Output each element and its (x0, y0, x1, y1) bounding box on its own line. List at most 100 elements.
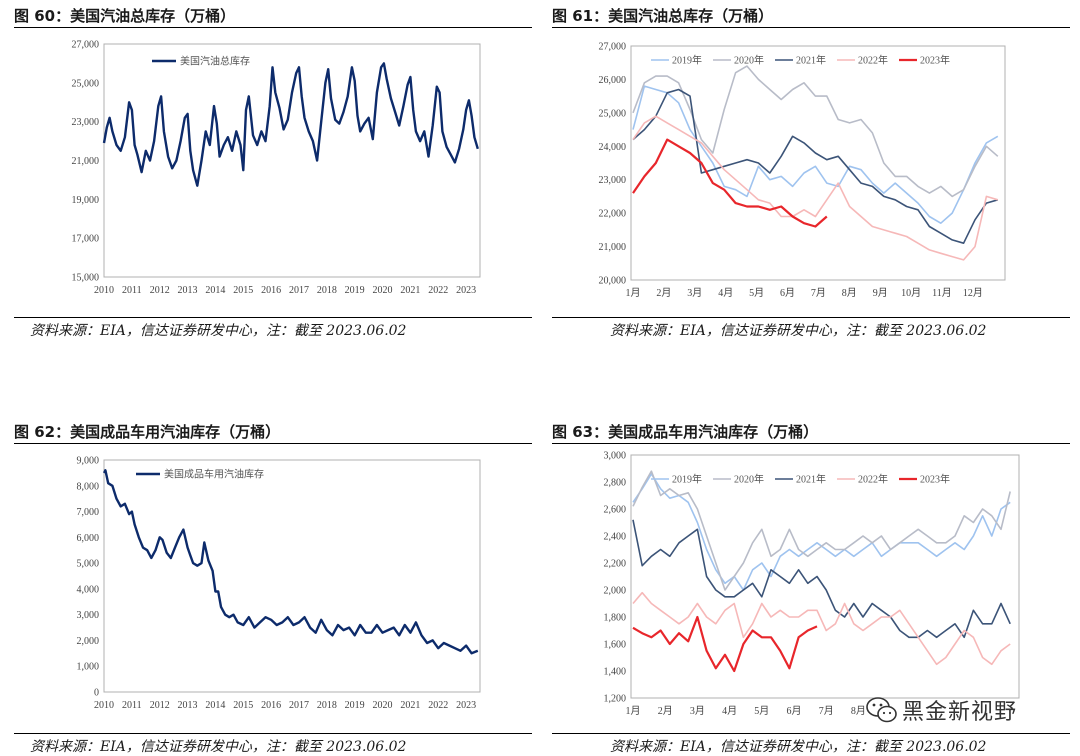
x-tick-label: 7月 (819, 705, 834, 717)
legend-label-2021年: 2021年 (796, 473, 826, 486)
y-tick-label: 23,000 (72, 117, 100, 128)
series-line-total (102, 469, 479, 655)
source-rule-60 (14, 317, 532, 318)
y-tick-label: 21,000 (599, 242, 627, 253)
series-line-total (102, 62, 479, 187)
x-tick-label: 2月 (658, 705, 673, 717)
y-tick-label: 19,000 (72, 195, 100, 206)
x-tick-label: 4月 (722, 705, 737, 717)
x-tick-label: 2017 (289, 285, 309, 296)
y-tick-label: 24,000 (599, 142, 627, 153)
x-tick-label: 2016 (261, 700, 281, 711)
y-tick-label: 15,000 (72, 273, 100, 284)
legend-label-2021年: 2021年 (796, 54, 826, 67)
y-tick-label: 1,000 (77, 662, 100, 673)
y-tick-label: 0 (94, 688, 99, 699)
y-tick-label: 8,000 (77, 481, 100, 492)
chart-title-63: 图 63：美国成品车用汽油库存（万桶） (552, 423, 819, 441)
x-tick-label: 2011 (122, 285, 142, 296)
y-tick-label: 1,200 (604, 694, 627, 705)
y-tick-label: 27,000 (599, 42, 627, 53)
chart-title-60: 图 60：美国汽油总库存（万桶） (14, 7, 236, 25)
y-tick-label: 1,600 (604, 640, 627, 651)
series-line-2019年 (632, 85, 999, 224)
x-tick-label: 11月 (932, 287, 952, 299)
title-rule-63 (552, 443, 1070, 444)
title-rule-62 (14, 443, 532, 444)
source-rule-63 (552, 733, 1070, 734)
y-tick-label: 26,000 (599, 75, 627, 86)
source-note-60: 资料来源：EIA，信达证券研发中心，注：截至 2023.06.02 (30, 323, 407, 339)
y-tick-label: 9,000 (77, 456, 100, 467)
x-tick-label: 2022 (428, 700, 448, 711)
y-tick-label: 3,000 (77, 610, 100, 621)
y-tick-label: 2,600 (604, 505, 627, 516)
x-tick-label: 2010 (94, 700, 114, 711)
x-tick-label: 2013 (178, 285, 198, 296)
title-rule-60 (14, 27, 532, 28)
y-tick-label: 4,000 (77, 584, 100, 595)
series-line-2023年 (632, 138, 828, 228)
y-tick-label: 21,000 (72, 156, 100, 167)
chart-60-total-gasoline-inventory: 27,000 25,000 23,000 21,000 19,000 17,000 15,0… (72, 40, 481, 296)
x-tick-label: 4月 (718, 287, 733, 299)
series-line-2019年 (632, 473, 1011, 591)
x-tick-label: 2014 (205, 285, 225, 296)
x-tick-label: 2011 (122, 700, 142, 711)
series-line-2022年 (632, 115, 999, 261)
series-line-2020年 (632, 65, 999, 198)
legend-label-2023年: 2023年 (920, 473, 950, 486)
source-note-61: 资料来源：EIA，信达证券研发中心，注：截至 2023.06.02 (610, 323, 987, 339)
x-tick-label: 2021 (400, 700, 420, 711)
x-tick-label: 6月 (780, 287, 795, 299)
y-tick-label: 20,000 (599, 276, 627, 287)
y-tick-label: 2,800 (604, 478, 627, 489)
series-line-2023年 (632, 615, 818, 673)
series-line-2021年 (632, 88, 999, 244)
y-tick-label: 3,000 (604, 451, 627, 462)
x-tick-label: 2020 (373, 285, 393, 296)
x-tick-label: 2017 (289, 700, 309, 711)
x-tick-label: 6月 (787, 705, 802, 717)
legend-label-2019年: 2019年 (672, 473, 702, 486)
legend-label-2020年: 2020年 (734, 54, 764, 67)
source-note-62: 资料来源：EIA，信达证券研发中心，注：截至 2023.06.02 (30, 739, 407, 755)
x-tick-label: 2012 (150, 700, 170, 711)
series-line-2022年 (632, 591, 1011, 666)
x-tick-label: 3月 (690, 705, 705, 717)
chart-63-finished-motor-gasoline-seasonal: 3,000 2,800 2,600 2,400 2,200 2,000 1,800 1,600… (604, 451, 1020, 717)
legend-label-2019年: 2019年 (672, 54, 702, 67)
y-tick-label: 17,000 (72, 234, 100, 245)
y-tick-label: 7,000 (77, 507, 100, 518)
chart-61-total-gasoline-seasonal: 27,000 26,000 25,000 24,000 23,000 22,000 21,0… (599, 42, 1006, 299)
x-tick-label: 2019 (345, 285, 365, 296)
x-tick-label: 2015 (233, 285, 253, 296)
y-tick-label: 25,000 (599, 108, 627, 119)
x-tick-label: 1月 (626, 705, 641, 717)
x-tick-label: 7月 (811, 287, 826, 299)
y-tick-label: 22,000 (599, 209, 627, 220)
x-tick-label: 2月 (656, 287, 671, 299)
y-tick-label: 2,000 (604, 586, 627, 597)
legend-label-2023年: 2023年 (920, 54, 950, 67)
x-tick-label: 3月 (687, 287, 702, 299)
series-line-2020年 (632, 470, 1011, 591)
legend-label-2022年: 2022年 (858, 54, 888, 67)
x-tick-label: 2021 (400, 285, 420, 296)
x-tick-label: 10月 (901, 287, 921, 299)
x-tick-label: 2016 (261, 285, 281, 296)
x-tick-label: 2020 (373, 700, 393, 711)
legend-label: 美国成品车用汽油库存 (164, 468, 264, 481)
x-tick-label: 12月 (963, 287, 983, 299)
y-tick-label: 2,200 (604, 559, 627, 570)
source-rule-61 (552, 317, 1070, 318)
y-tick-label: 1,400 (604, 667, 627, 678)
chart-62-finished-motor-gasoline: 9,000 8,000 7,000 6,000 5,000 4,000 3,000 2,000… (77, 456, 481, 711)
x-tick-label: 2022 (428, 285, 448, 296)
x-tick-label: 9月 (873, 287, 888, 299)
watermark-text: 黑金新视野 (902, 700, 1018, 725)
chart-title-61: 图 61：美国汽油总库存（万桶） (552, 7, 774, 25)
x-tick-label: 1月 (626, 287, 641, 299)
y-tick-label: 23,000 (599, 175, 627, 186)
x-tick-label: 2012 (150, 285, 170, 296)
